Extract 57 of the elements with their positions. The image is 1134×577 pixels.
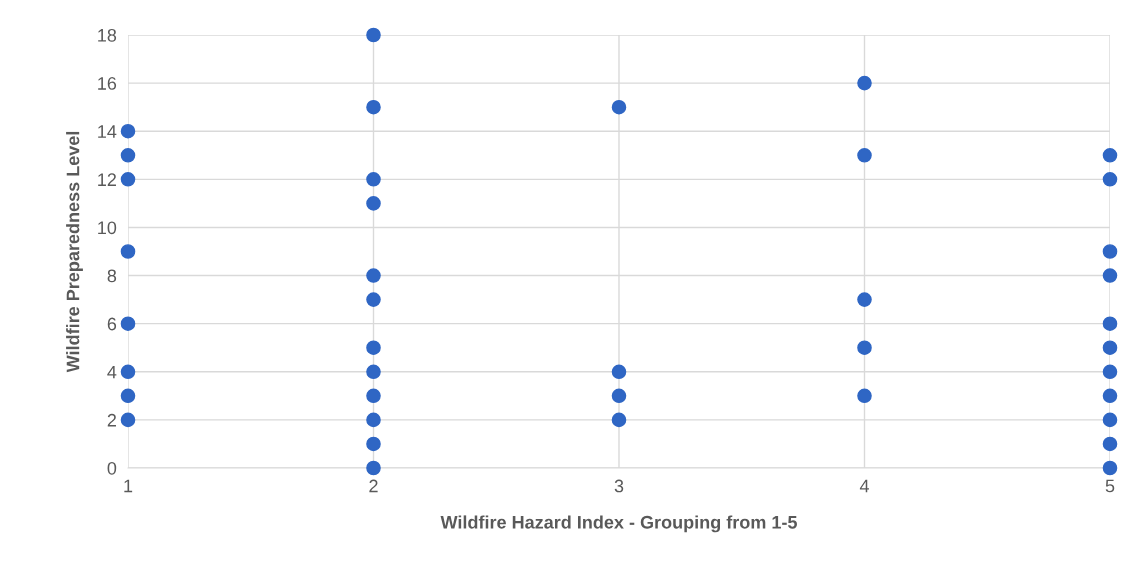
- x-tick-label: 1: [124, 479, 133, 493]
- point: [120, 316, 136, 331]
- point: [611, 99, 627, 115]
- point: [857, 340, 872, 356]
- y-tick-label: 16: [98, 77, 117, 90]
- point: [1102, 364, 1118, 380]
- point: [1102, 436, 1118, 452]
- point: [366, 460, 381, 476]
- x-axis-title: Wildfire Hazard Index - Grouping from 1-5: [440, 515, 797, 533]
- y-tick-label: 18: [98, 28, 117, 42]
- y-tick-label: 10: [98, 221, 117, 235]
- point: [1102, 147, 1118, 163]
- y-axis-title: Wildfire Preparedness Level: [66, 131, 83, 373]
- point: [611, 388, 627, 404]
- point: [120, 388, 136, 404]
- point: [857, 147, 872, 163]
- x-tick-label: 4: [859, 479, 869, 493]
- point: [857, 292, 872, 307]
- point: [1102, 460, 1118, 476]
- point: [1102, 268, 1118, 283]
- point: [366, 172, 381, 187]
- y-tick-label: 2: [107, 413, 116, 427]
- point: [1102, 316, 1118, 331]
- point: [1102, 244, 1118, 259]
- point: [120, 364, 136, 380]
- y-tick-label: 8: [107, 269, 117, 283]
- x-tick-label: 3: [614, 479, 624, 493]
- point: [1102, 412, 1118, 428]
- y-tick-label: 14: [98, 125, 117, 138]
- x-tick-label: 5: [1105, 479, 1115, 493]
- point: [1102, 172, 1118, 187]
- point: [120, 123, 136, 139]
- point: [366, 27, 381, 43]
- y-tick-label: 0: [107, 461, 117, 475]
- point: [366, 436, 381, 452]
- point: [120, 412, 136, 428]
- point: [1102, 388, 1118, 404]
- point: [366, 292, 381, 307]
- x-tick-label: 2: [369, 479, 378, 493]
- point: [120, 244, 136, 259]
- point: [366, 196, 381, 211]
- point: [366, 99, 381, 115]
- point: [366, 340, 381, 356]
- point: [366, 412, 381, 428]
- point: [857, 388, 872, 404]
- point: [1102, 340, 1118, 356]
- point: [366, 364, 381, 380]
- point: [120, 172, 136, 187]
- point: [857, 75, 872, 91]
- y-tick-label: 4: [107, 365, 117, 379]
- point: [366, 268, 381, 283]
- point: [611, 364, 627, 380]
- point: [120, 147, 136, 163]
- y-tick-label: 6: [107, 317, 117, 331]
- point: [611, 412, 627, 428]
- y-tick-label: 12: [98, 173, 116, 186]
- point: [366, 388, 381, 404]
